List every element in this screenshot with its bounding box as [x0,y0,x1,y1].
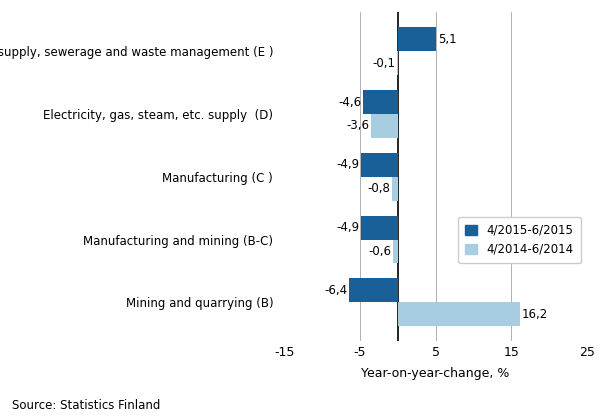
Bar [361,216,398,240]
Bar [398,302,520,326]
Text: -6,4: -6,4 [325,284,348,297]
Text: -4,9: -4,9 [336,158,359,171]
Bar [370,114,398,138]
Text: 16,2: 16,2 [522,308,548,321]
Bar [392,177,398,201]
Text: -0,1: -0,1 [372,57,396,70]
Bar [363,90,398,114]
X-axis label: Year-on-year-change, %: Year-on-year-change, % [361,367,510,380]
Text: -4,6: -4,6 [338,96,361,109]
Bar [361,153,398,177]
Bar [393,240,398,263]
Text: -4,9: -4,9 [336,221,359,234]
Text: Source: Statistics Finland: Source: Statistics Finland [12,399,160,412]
Bar [350,278,398,302]
Text: -3,6: -3,6 [346,119,369,132]
Text: -0,8: -0,8 [367,182,390,195]
Legend: 4/2015-6/2015, 4/2014-6/2014: 4/2015-6/2015, 4/2014-6/2014 [459,217,581,263]
Bar [398,27,436,51]
Text: 5,1: 5,1 [438,33,457,46]
Bar [397,51,398,75]
Text: -0,6: -0,6 [368,245,391,258]
